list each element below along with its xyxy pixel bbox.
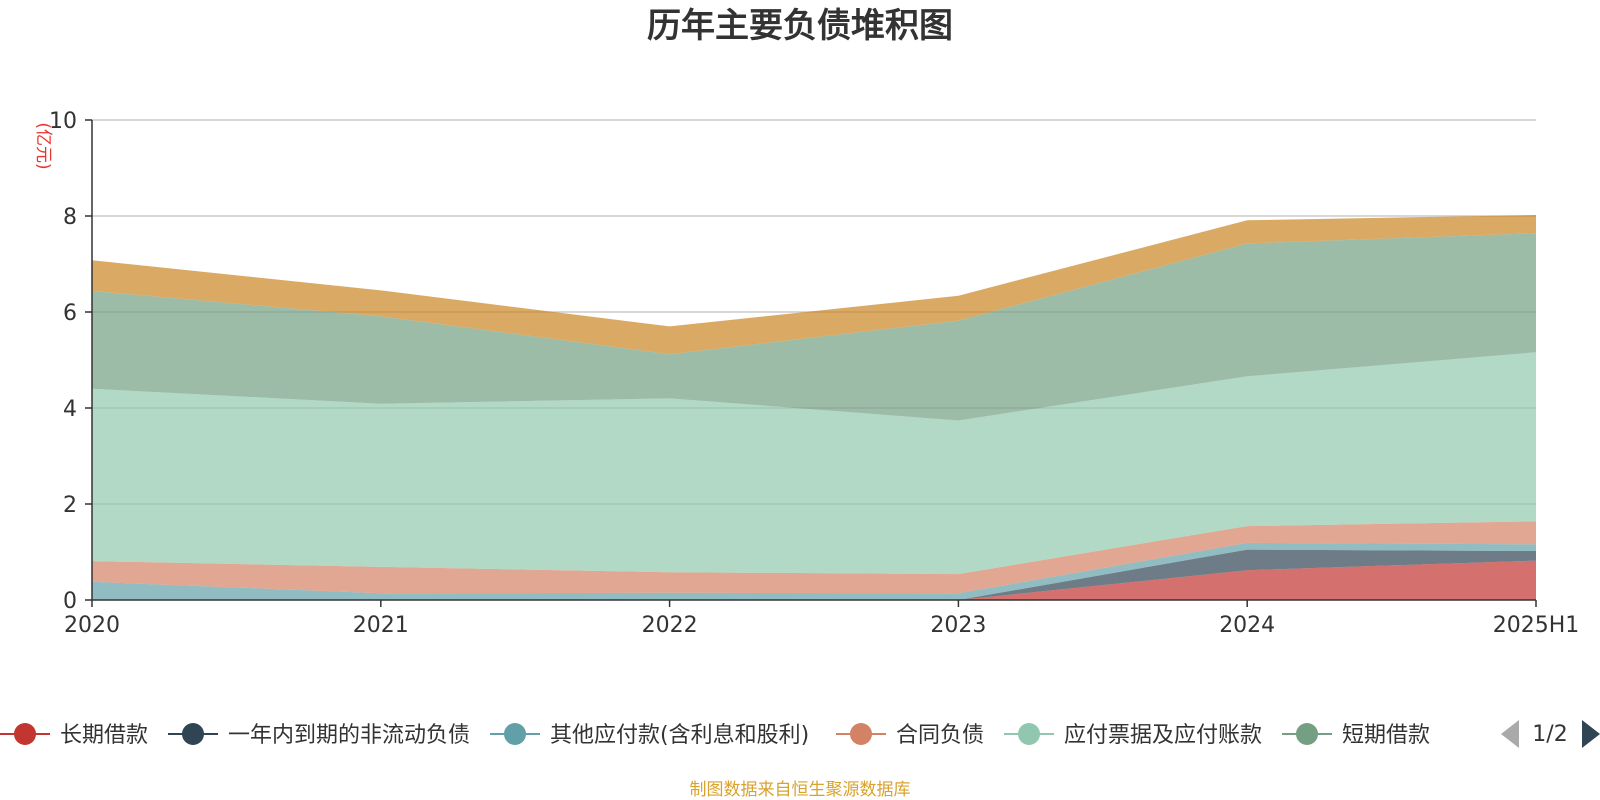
x-tick-label-2025H1: 2025H1 — [1493, 613, 1580, 638]
legend-next-icon[interactable] — [1582, 720, 1600, 748]
data-source-note: 制图数据来自恒生聚源数据库 — [690, 780, 911, 800]
legend-item-4[interactable]: 应付票据及应付账款 — [1004, 723, 1262, 748]
area-series-4 — [92, 352, 1536, 575]
axes — [91, 120, 1536, 601]
legend-label-3: 合同负债 — [896, 723, 984, 748]
legend-marker-5 — [1296, 723, 1318, 745]
legend[interactable]: 长期借款 一年内到期的非流动负债 其他应付款(含利息和股利) 合同负债 应付票据及应付账… — [0, 723, 1430, 748]
legend-item-2[interactable]: 其他应付款(含利息和股利) — [490, 723, 809, 748]
legend-label-2: 其他应付款(含利息和股利) — [550, 723, 809, 748]
legend-marker-0 — [14, 723, 36, 745]
legend-items: 长期借款 一年内到期的非流动负债 其他应付款(含利息和股利) 合同负债 应付票据及应付账… — [0, 723, 1430, 748]
legend-marker-2 — [504, 723, 526, 745]
x-tick-label-2023: 2023 — [930, 613, 986, 638]
y-axis-unit: (亿元) — [33, 122, 53, 169]
legend-pager: 1/2 — [1501, 720, 1600, 748]
area-series-1 — [92, 549, 1536, 600]
legend-label-1: 一年内到期的非流动负债 — [228, 723, 470, 748]
legend-item-5[interactable]: 短期借款 — [1282, 723, 1430, 748]
legend-marker-4 — [1018, 723, 1040, 745]
area-series — [92, 215, 1536, 600]
x-axis-tick-labels: 2020 2021 2022 2023 2024 2025H1 — [64, 600, 1579, 638]
area-series-0 — [92, 560, 1536, 600]
legend-marker-1 — [182, 723, 204, 745]
legend-label-0: 长期借款 — [60, 723, 148, 748]
y-tick-label-2: 2 — [63, 493, 77, 518]
x-tick-label-2022: 2022 — [642, 613, 698, 638]
area-series-2 — [92, 542, 1536, 600]
legend-label-4: 应付票据及应付账款 — [1064, 723, 1262, 748]
y-tick-label-0: 0 — [63, 589, 77, 614]
area-series-3 — [92, 521, 1536, 594]
y-tick-label-8: 8 — [63, 205, 77, 230]
legend-item-1[interactable]: 一年内到期的非流动负债 — [168, 723, 470, 748]
y-tick-label-4: 4 — [63, 397, 77, 422]
legend-item-0[interactable]: 长期借款 — [0, 723, 148, 748]
area-series-5 — [92, 233, 1536, 421]
x-tick-label-2021: 2021 — [353, 613, 409, 638]
legend-prev-icon[interactable] — [1501, 720, 1519, 748]
chart-title: 历年主要负债堆积图 — [647, 6, 953, 46]
y-axis-tick-labels: 0 2 4 6 8 10 — [49, 109, 92, 614]
legend-label-5: 短期借款 — [1342, 723, 1430, 748]
x-tick-label-2020: 2020 — [64, 613, 120, 638]
legend-page-indicator: 1/2 — [1532, 722, 1567, 747]
legend-item-3[interactable]: 合同负债 — [836, 723, 984, 748]
y-tick-label-10: 10 — [49, 109, 77, 134]
area-series-6 — [92, 215, 1536, 355]
y-tick-label-6: 6 — [63, 301, 77, 326]
legend-marker-3 — [850, 723, 872, 745]
x-tick-label-2024: 2024 — [1219, 613, 1275, 638]
